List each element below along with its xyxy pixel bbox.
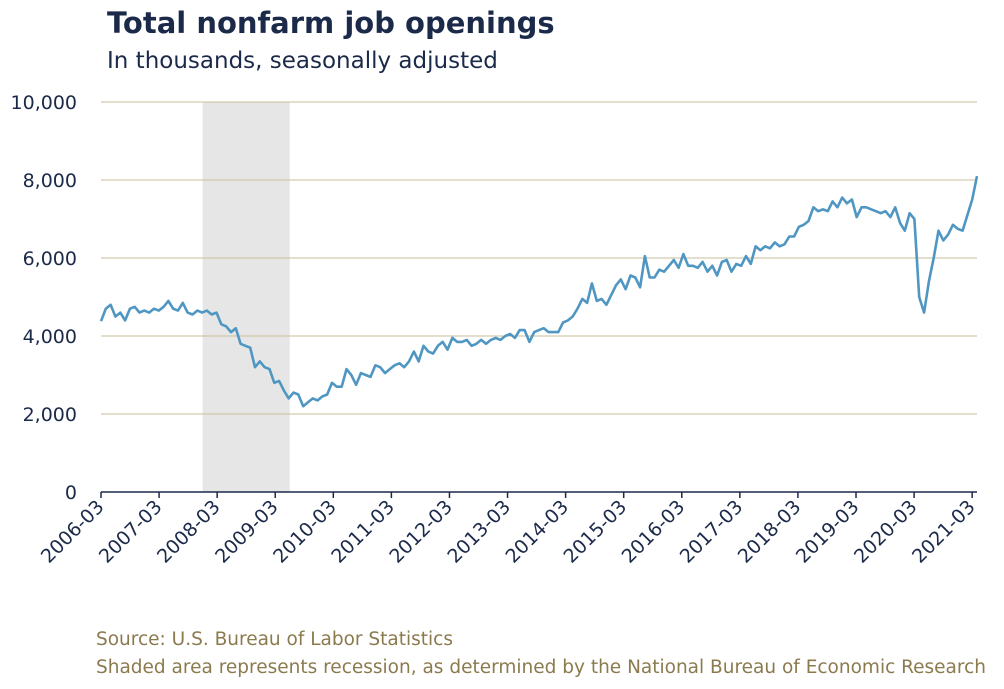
x-tick-label: 2015-03 [560,496,632,568]
y-tick-label: 8,000 [23,170,77,192]
x-tick-label: 2017-03 [676,496,748,568]
x-tick-label: 2020-03 [850,496,922,568]
y-tick-label: 4,000 [23,326,77,348]
x-tick-label: 2018-03 [734,496,806,568]
x-tick-label: 2010-03 [269,496,341,568]
x-tick-label: 2006-03 [37,496,109,568]
x-tick-labels: 2006-032007-032008-032009-032010-032011-… [37,496,980,568]
x-tick-label: 2012-03 [385,496,457,568]
y-tick-label: 6,000 [23,248,77,270]
x-tick-label: 2013-03 [443,496,515,568]
x-tick-label: 2008-03 [153,496,225,568]
x-tick-label: 2011-03 [327,496,399,568]
x-tick-label: 2014-03 [501,496,573,568]
source-note: Source: U.S. Bureau of Labor Statistics [96,629,453,650]
series-layer [99,175,979,408]
recession-shade [202,102,290,492]
y-tick-label: 10,000 [11,92,77,114]
x-tick-label: 2021-03 [908,496,980,568]
y-tick-labels: 0 2,000 4,000 6,000 8,000 10,000 [11,92,77,504]
x-tick-label: 2009-03 [211,496,283,568]
chart-subtitle: In thousands, seasonally adjusted [107,48,498,74]
y-tick-label: 2,000 [23,404,77,426]
recession-shading-layer [202,102,290,492]
x-axis-layer [100,491,977,498]
x-tick-label: 2019-03 [792,496,864,568]
y-tick-label: 0 [65,482,77,504]
x-tick-label: 2016-03 [618,496,690,568]
job-openings-line [99,175,979,408]
recession-note: Shaded area represents recession, as det… [96,657,986,678]
chart-title: Total nonfarm job openings [107,6,555,40]
gridlines-layer [101,101,977,415]
x-tick-label: 2007-03 [95,496,167,568]
